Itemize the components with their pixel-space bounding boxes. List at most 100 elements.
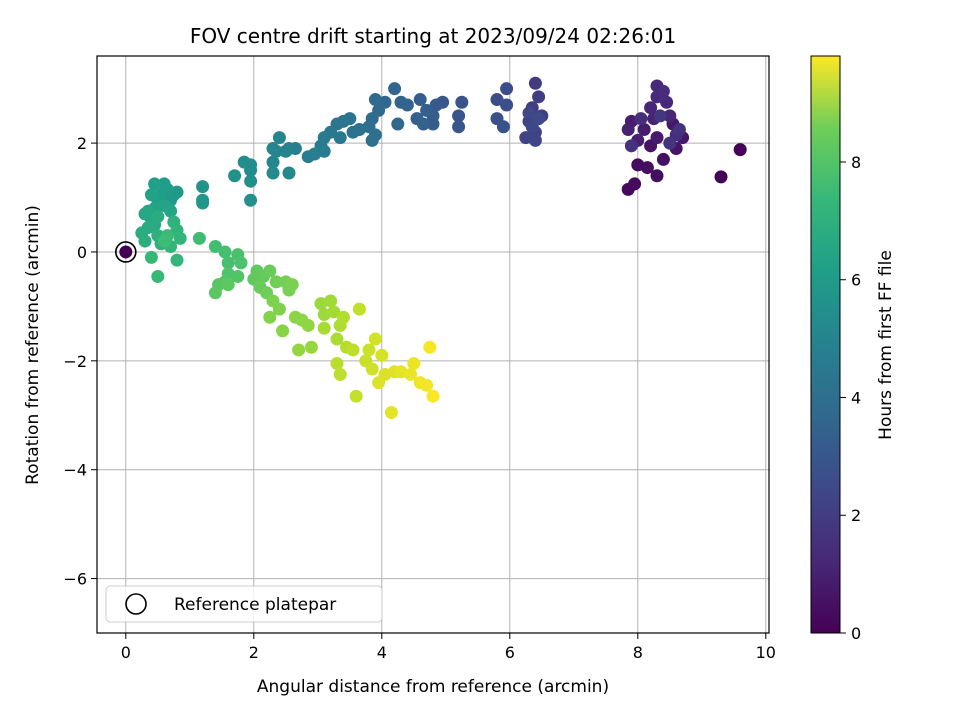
data-point (330, 357, 344, 371)
data-point (634, 112, 648, 126)
x-axis-label: Angular distance from reference (arcmin) (257, 677, 609, 697)
data-point (148, 177, 162, 191)
data-point (157, 234, 171, 248)
x-tick-label: 0 (121, 643, 131, 662)
data-point (151, 269, 165, 283)
data-point (375, 348, 389, 362)
data-point (653, 109, 667, 123)
data-point (420, 378, 434, 392)
legend-label-reference: Reference platepar (174, 595, 336, 615)
data-point (231, 269, 245, 283)
x-axis-ticks: 0 2 4 6 8 10 (121, 633, 776, 662)
data-point (272, 131, 286, 145)
data-point (640, 161, 654, 175)
data-point (372, 376, 386, 390)
data-point (234, 256, 248, 270)
data-point (317, 321, 331, 335)
data-point (656, 84, 670, 98)
data-point (144, 188, 158, 202)
data-points (115, 76, 747, 420)
legend: Reference platepar (105, 585, 383, 623)
data-point (208, 286, 222, 300)
y-tick-label: −4 (63, 461, 87, 480)
data-point (349, 389, 363, 403)
data-point (624, 139, 638, 153)
data-point (263, 310, 277, 324)
data-point (304, 340, 318, 354)
data-point (423, 340, 437, 354)
data-point (263, 264, 277, 278)
y-tick-label: 2 (77, 134, 87, 153)
data-point (637, 122, 651, 136)
colorbar-gradient (810, 55, 841, 634)
data-point (426, 117, 440, 131)
y-axis-label: Rotation from reference (arcmin) (23, 205, 43, 485)
data-point (490, 93, 504, 107)
data-point (644, 101, 658, 115)
colorbar-tick-label: 4 (851, 388, 861, 407)
data-point (208, 240, 222, 254)
data-point (292, 343, 306, 357)
data-point (404, 367, 418, 381)
data-point (266, 166, 280, 180)
data-point (413, 93, 427, 107)
data-point (407, 357, 421, 371)
x-tick-label: 8 (633, 643, 643, 662)
x-tick-label: 6 (505, 643, 515, 662)
colorbar-ticks: 0 2 4 6 8 (840, 153, 861, 643)
data-point (733, 143, 747, 157)
data-point (362, 343, 376, 357)
data-point (221, 256, 235, 270)
data-point (420, 103, 434, 117)
data-point (164, 204, 178, 218)
chart-title: FOV centre drift starting at 2023/09/24 … (190, 24, 676, 48)
data-point (330, 332, 344, 346)
data-point (496, 120, 510, 134)
data-point (170, 253, 184, 267)
data-point (244, 193, 258, 207)
colorbar-label: Hours from first FF file (876, 250, 896, 440)
data-point (426, 389, 440, 403)
x-tick-label: 2 (249, 643, 259, 662)
data-point (528, 133, 542, 147)
data-point (532, 112, 546, 126)
data-point (196, 180, 210, 194)
data-point (384, 406, 398, 420)
data-point (144, 250, 158, 264)
data-point (500, 82, 514, 96)
data-point (196, 196, 210, 210)
data-point (650, 131, 664, 145)
data-point (266, 142, 280, 156)
data-point (452, 120, 466, 134)
colorbar-tick-label: 6 (851, 271, 861, 290)
data-point (394, 95, 408, 109)
data-point (452, 109, 466, 123)
data-point (660, 95, 674, 109)
data-point (522, 106, 536, 120)
data-point (365, 362, 379, 376)
data-point (157, 177, 171, 191)
data-point (324, 294, 338, 308)
data-point (391, 117, 405, 131)
x-tick-label: 4 (377, 643, 387, 662)
data-point (228, 169, 242, 183)
data-point (327, 305, 341, 319)
data-point (429, 98, 443, 112)
data-point (368, 332, 382, 346)
data-point (656, 152, 670, 166)
data-point (173, 231, 187, 245)
data-point (151, 210, 165, 224)
data-point (663, 109, 677, 123)
y-tick-label: −2 (63, 352, 87, 371)
y-tick-label: −6 (63, 570, 87, 589)
data-point (663, 136, 677, 150)
data-point (301, 318, 315, 332)
data-point (455, 95, 469, 109)
plot-frame (96, 55, 770, 634)
legend-marker-reference (125, 593, 147, 615)
data-point (416, 117, 430, 131)
data-point (672, 122, 686, 136)
data-point (388, 82, 402, 96)
